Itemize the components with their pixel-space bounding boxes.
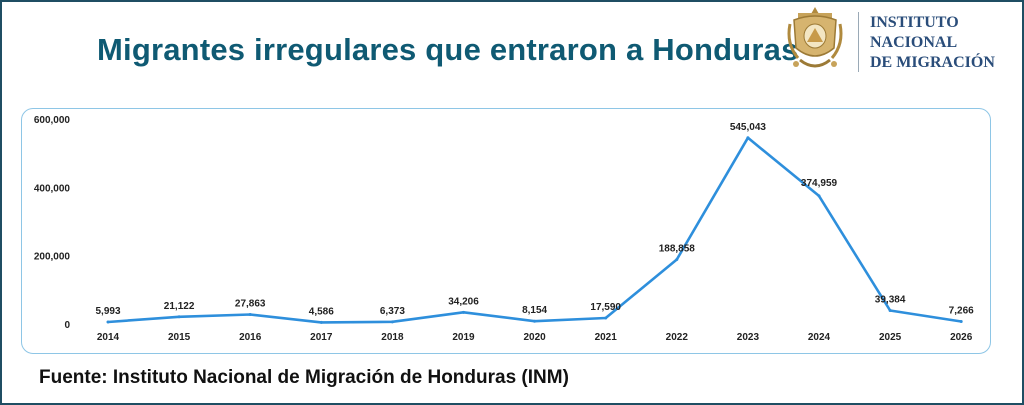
x-tick-label: 2020 — [523, 332, 546, 343]
data-point — [888, 309, 892, 313]
y-tick-label: 200,000 — [34, 252, 71, 263]
x-tick-label: 2026 — [950, 332, 973, 343]
data-label: 6,373 — [380, 306, 405, 317]
data-label: 374,959 — [801, 178, 838, 189]
data-point — [959, 320, 963, 324]
data-point — [746, 136, 750, 140]
inm-line-1: INSTITUTO — [870, 14, 959, 31]
x-tick-label: 2015 — [168, 332, 191, 343]
data-label: 21,122 — [164, 301, 195, 312]
data-label: 17,590 — [590, 302, 621, 313]
header-divider — [858, 12, 859, 72]
data-point — [106, 320, 110, 324]
x-tick-label: 2023 — [737, 332, 760, 343]
inm-line-2: NACIONAL — [870, 34, 958, 51]
data-point — [319, 320, 323, 324]
x-tick-label: 2016 — [239, 332, 262, 343]
data-label: 39,384 — [875, 295, 906, 306]
x-tick-label: 2025 — [879, 332, 902, 343]
data-label: 188,858 — [659, 243, 696, 254]
inm-logo-text: INSTITUTO NACIONAL DE MIGRACIÓN — [870, 13, 995, 73]
source-note: Fuente: Instituto Nacional de Migración … — [39, 367, 569, 388]
page-title: Migrantes irregulares que entraron a Hon… — [97, 32, 799, 67]
x-tick-label: 2024 — [808, 332, 831, 343]
data-label: 7,266 — [949, 306, 974, 317]
honduras-seal-icon — [787, 7, 843, 68]
x-tick-label: 2017 — [310, 332, 333, 343]
data-label: 27,863 — [235, 298, 266, 309]
data-point — [462, 310, 465, 314]
data-label: 34,206 — [448, 296, 479, 307]
series-line — [106, 136, 963, 324]
inm-line-3: DE MIGRACIÓN — [870, 54, 995, 71]
x-tick-label: 2021 — [595, 332, 618, 343]
chart-container: 0 200,000 400,000 600,000 2014 2015 2016 2017 20… — [21, 108, 991, 354]
data-point — [533, 319, 537, 323]
data-label: 5,993 — [95, 306, 120, 317]
data-point — [390, 320, 394, 324]
data-point — [604, 316, 608, 320]
y-tick-label: 400,000 — [34, 183, 71, 194]
data-label: 545,043 — [730, 122, 767, 133]
data-point — [675, 257, 679, 261]
x-tick-label: 2022 — [666, 332, 689, 343]
data-label: 4,586 — [309, 306, 334, 317]
data-label: 8,154 — [522, 305, 547, 316]
data-point — [248, 312, 252, 316]
y-tick-label: 600,000 — [34, 115, 71, 126]
x-tick-label: 2019 — [452, 332, 475, 343]
y-tick-label: 0 — [64, 320, 70, 331]
x-tick-label: 2018 — [381, 332, 404, 343]
data-point — [817, 194, 821, 198]
data-point — [177, 315, 181, 319]
x-tick-label: 2014 — [97, 332, 120, 343]
line-chart: 0 200,000 400,000 600,000 2014 2015 2016 2017 20… — [34, 115, 974, 343]
